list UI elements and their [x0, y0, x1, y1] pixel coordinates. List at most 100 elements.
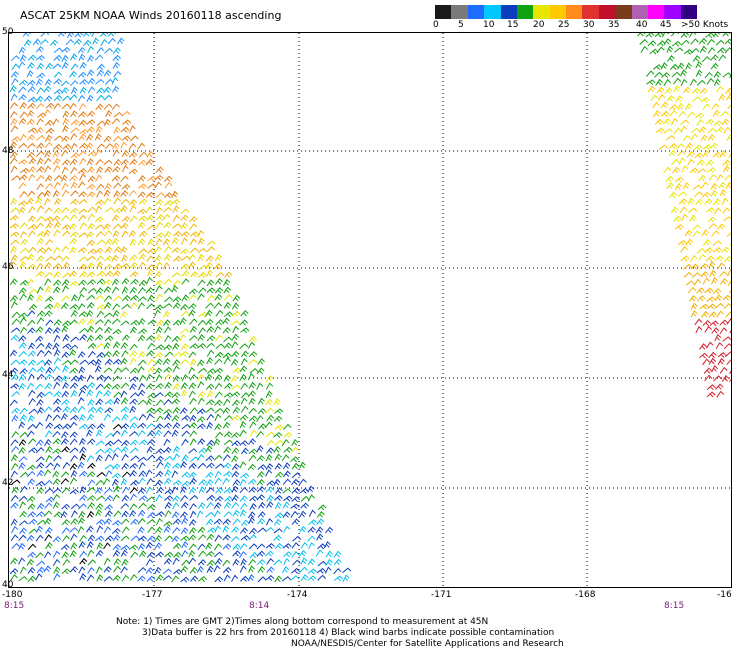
wind-barb [315, 526, 324, 534]
wind-barb [239, 509, 247, 517]
wind-barb [146, 496, 156, 502]
wind-barb [61, 519, 71, 526]
wind-barb [681, 213, 688, 222]
wind-barb [717, 262, 725, 270]
wind-barb [121, 439, 130, 447]
wind-barb [188, 543, 197, 551]
wind-barb [36, 391, 45, 399]
wind-barb [95, 231, 104, 238]
wind-barb [52, 326, 61, 334]
wind-barb [239, 373, 247, 381]
wind-barb [256, 471, 265, 478]
wind-barb [213, 543, 222, 551]
wind-barb [44, 310, 53, 317]
wind-barb [205, 318, 214, 326]
wind-barb [163, 446, 172, 454]
wind-barb [87, 559, 97, 566]
wind-barb [660, 62, 668, 70]
wind-barb [36, 406, 45, 415]
wind-barb [172, 359, 181, 366]
wind-barb [112, 543, 121, 551]
wind-barb [121, 510, 129, 518]
wind-barb [44, 382, 53, 390]
wind-barb [307, 494, 315, 502]
wind-barb [10, 373, 19, 381]
wind-barb [87, 206, 96, 213]
wind-barb [214, 495, 224, 502]
wind-barb [215, 343, 225, 349]
wind-barb [679, 206, 688, 214]
wind-barb [27, 293, 34, 302]
wind-barb [52, 150, 60, 158]
wind-barb [18, 446, 26, 454]
wind-barb [256, 494, 265, 501]
wind-barb [18, 439, 27, 446]
wind-barb [685, 280, 695, 286]
wind-barb [188, 303, 197, 310]
wind-barb [27, 543, 37, 551]
wind-barb [214, 551, 223, 558]
wind-barb [693, 144, 703, 151]
wind-barb [61, 245, 70, 253]
wind-barb [685, 62, 692, 70]
wind-barb [95, 103, 104, 111]
wind-barb [179, 248, 189, 255]
wind-barb [52, 430, 61, 438]
wind-barb [95, 406, 104, 414]
wind-barb [27, 438, 37, 445]
wind-barb [232, 558, 240, 566]
wind-barb [730, 250, 731, 253]
wind-barb [45, 319, 54, 327]
wind-barb [692, 55, 701, 62]
wind-barb [163, 422, 172, 429]
wind-barb [138, 175, 146, 182]
wind-barb [86, 389, 94, 397]
wind-barb [129, 376, 139, 383]
wind-barb [257, 464, 267, 471]
wind-barb [129, 238, 137, 246]
wind-barb [683, 263, 693, 270]
wind-barb [674, 224, 684, 230]
wind-barb [232, 509, 240, 517]
wind-barb [171, 398, 180, 405]
wind-barb [197, 293, 205, 301]
wind-barb [656, 46, 665, 54]
wind-barb [103, 135, 112, 143]
wind-barb [171, 198, 180, 205]
wind-barb [61, 351, 70, 359]
wind-barb [71, 294, 78, 302]
wind-barb [43, 469, 52, 477]
colorbar-swatch [664, 5, 681, 19]
wind-barb [45, 462, 54, 469]
wind-speed-colorbar [435, 5, 697, 19]
wind-barb [206, 421, 214, 430]
wind-barb [713, 207, 722, 215]
wind-barb [705, 33, 715, 39]
wind-barb [105, 470, 113, 478]
wind-barb [9, 151, 18, 158]
wind-barb [206, 246, 215, 253]
wind-barb [113, 182, 122, 189]
wind-barb [147, 268, 154, 277]
wind-barb [274, 408, 284, 415]
wind-barb [180, 494, 189, 502]
wind-barb [52, 414, 61, 421]
wind-barb [213, 510, 221, 518]
wind-barb [188, 216, 198, 223]
wind-barb [28, 528, 38, 534]
wind-barb [223, 286, 232, 294]
wind-barb [60, 544, 70, 551]
wind-barb [103, 103, 113, 110]
wind-barb [62, 272, 72, 279]
wind-barb [104, 447, 113, 454]
wind-barb [716, 390, 725, 398]
colorbar-label: 35 [608, 20, 620, 30]
wind-barb [11, 63, 20, 71]
wind-barb [239, 343, 249, 350]
wind-barb [45, 182, 54, 190]
wind-barb [129, 493, 137, 501]
wind-barb [696, 287, 705, 294]
wind-barb [35, 222, 44, 230]
wind-barb [79, 327, 89, 334]
wind-barb [120, 390, 128, 398]
